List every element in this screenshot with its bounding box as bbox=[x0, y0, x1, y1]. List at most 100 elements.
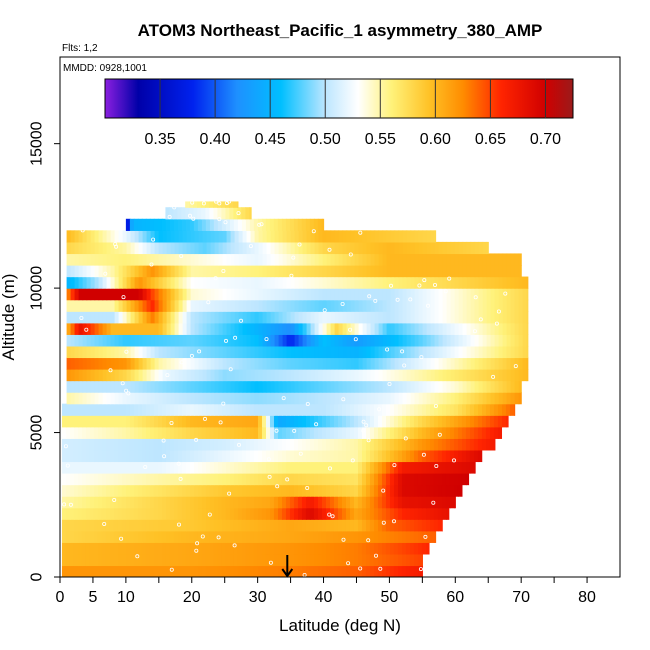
heatmap-cell bbox=[378, 322, 384, 335]
heatmap-cell bbox=[69, 553, 75, 567]
heatmap-cell bbox=[190, 311, 196, 324]
heatmap-cell bbox=[329, 484, 335, 497]
heatmap-cell bbox=[258, 299, 264, 312]
heatmap-cell bbox=[169, 426, 175, 439]
heatmap-cell bbox=[358, 334, 364, 347]
heatmap-cell bbox=[257, 496, 263, 509]
heatmap-cell bbox=[341, 426, 347, 439]
sample-point bbox=[400, 349, 405, 354]
heatmap-cell bbox=[386, 334, 392, 347]
heatmap-cell bbox=[85, 461, 91, 474]
heatmap-cell bbox=[170, 345, 176, 359]
heatmap-cell bbox=[122, 288, 128, 301]
heatmap-cell bbox=[89, 496, 95, 509]
heatmap-cell bbox=[309, 403, 315, 416]
heatmap-cell bbox=[129, 484, 135, 497]
heatmap-cell bbox=[354, 357, 360, 370]
heatmap-cell bbox=[329, 496, 335, 509]
heatmap-cell bbox=[226, 380, 232, 393]
heatmap-cell bbox=[338, 241, 344, 255]
heatmap-cell bbox=[345, 403, 351, 416]
heatmap-cell bbox=[409, 426, 415, 439]
heatmap-cell bbox=[97, 484, 103, 497]
heatmap-cell bbox=[61, 553, 67, 567]
heatmap-cell bbox=[326, 265, 332, 278]
heatmap-cell bbox=[405, 438, 411, 451]
heatmap-cell bbox=[141, 519, 147, 532]
heatmap-cell bbox=[353, 542, 359, 555]
sample-point bbox=[419, 355, 424, 360]
heatmap-cell bbox=[74, 288, 80, 301]
heatmap-cell bbox=[226, 253, 232, 266]
heatmap-cell bbox=[397, 507, 403, 520]
heatmap-cell bbox=[241, 553, 247, 567]
heatmap-cell bbox=[193, 201, 198, 208]
heatmap-cell bbox=[69, 542, 75, 555]
heatmap-cell bbox=[394, 322, 400, 335]
heatmap-cell bbox=[393, 565, 399, 577]
heatmap-cell bbox=[405, 519, 411, 532]
heatmap-cell bbox=[82, 299, 88, 312]
heatmap-cell bbox=[389, 415, 395, 428]
heatmap-cell bbox=[89, 449, 95, 463]
heatmap-cell bbox=[489, 438, 495, 451]
heatmap-cell bbox=[298, 357, 304, 370]
heatmap-cell bbox=[262, 265, 268, 278]
heatmap-cell bbox=[390, 392, 396, 405]
heatmap-cell bbox=[410, 265, 416, 278]
heatmap-cell bbox=[197, 201, 202, 208]
heatmap-cell bbox=[234, 241, 240, 255]
sample-point bbox=[63, 444, 68, 449]
heatmap-cell bbox=[157, 519, 163, 532]
heatmap-cell bbox=[350, 334, 356, 347]
heatmap-cell bbox=[253, 415, 259, 428]
heatmap-cell bbox=[409, 519, 415, 532]
heatmap-cell bbox=[298, 369, 304, 382]
heatmap-cell bbox=[113, 565, 119, 577]
heatmap-cell bbox=[326, 334, 332, 347]
heatmap-cell bbox=[422, 230, 428, 243]
heatmap-cell bbox=[426, 265, 432, 278]
heatmap-cell bbox=[142, 288, 148, 301]
heatmap-cell bbox=[93, 403, 99, 416]
heatmap-cell bbox=[170, 357, 176, 370]
heatmap-cell bbox=[330, 322, 336, 335]
sample-point bbox=[264, 337, 269, 342]
heatmap-cell bbox=[253, 507, 259, 520]
heatmap-cell bbox=[510, 334, 516, 347]
heatmap-cell bbox=[197, 542, 203, 555]
heatmap-cell bbox=[150, 241, 156, 255]
heatmap-cell bbox=[353, 553, 359, 567]
heatmap-cell bbox=[434, 322, 440, 335]
heatmap-cell bbox=[297, 507, 303, 520]
heatmap-cell bbox=[266, 230, 272, 243]
heatmap-cell bbox=[202, 345, 208, 359]
heatmap-cell bbox=[174, 253, 180, 266]
heatmap-cell bbox=[506, 392, 512, 405]
heatmap-cell bbox=[258, 230, 264, 243]
heatmap-cell bbox=[133, 438, 139, 451]
heatmap-cell bbox=[485, 426, 491, 439]
heatmap-cell bbox=[277, 426, 283, 439]
heatmap-cell bbox=[134, 380, 140, 393]
heatmap-cell bbox=[77, 438, 83, 451]
heatmap-cell bbox=[189, 426, 195, 439]
x-tick-label: 80 bbox=[578, 589, 596, 606]
heatmap-cell bbox=[270, 241, 276, 255]
heatmap-cell bbox=[326, 369, 332, 382]
heatmap-cell bbox=[249, 438, 255, 451]
heatmap-cell bbox=[118, 230, 124, 243]
heatmap-cells bbox=[61, 201, 529, 577]
heatmap-cell bbox=[81, 426, 87, 439]
heatmap-cell bbox=[97, 461, 103, 474]
heatmap-cell bbox=[266, 345, 272, 359]
heatmap-cell bbox=[94, 253, 100, 266]
heatmap-cell bbox=[450, 322, 456, 335]
heatmap-cell bbox=[346, 265, 352, 278]
heatmap-cell bbox=[409, 496, 415, 509]
heatmap-cell bbox=[454, 311, 460, 324]
heatmap-cell bbox=[465, 449, 471, 463]
heatmap-cell bbox=[342, 230, 348, 243]
heatmap-cell bbox=[366, 311, 372, 324]
heatmap-cell bbox=[402, 288, 408, 301]
